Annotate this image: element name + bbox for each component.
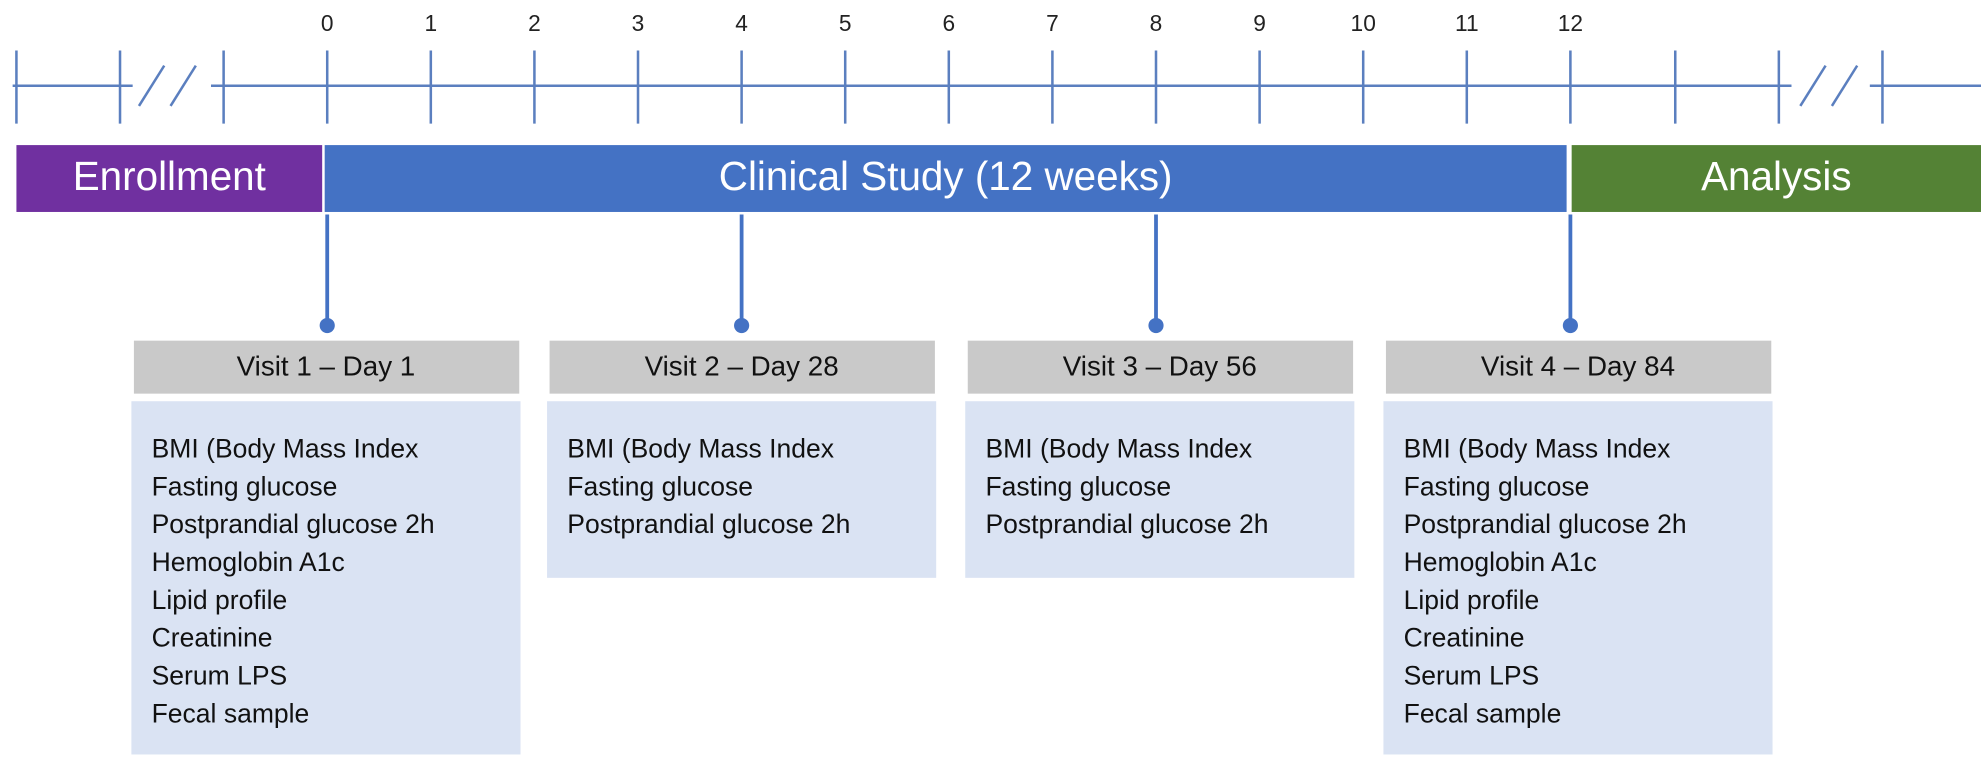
tick-label: 6: [942, 10, 955, 36]
visit-panel: [965, 401, 1355, 578]
visit-dot: [734, 317, 750, 334]
tick-label: 7: [1046, 10, 1059, 36]
visit-header: [133, 340, 520, 394]
visit-dot: [319, 317, 335, 334]
visit-item: Hemoglobin A1c: [152, 547, 345, 577]
visit-panel: [131, 401, 521, 755]
phase-bar: [324, 145, 1567, 212]
visit-item: Postprandial glucose 2h: [1404, 509, 1687, 539]
tick-label: 8: [1150, 10, 1163, 36]
visit-item: Lipid profile: [1404, 585, 1540, 615]
visit-title: Visit 1 – Day 1: [237, 351, 416, 382]
visit-item: Serum LPS: [152, 661, 288, 691]
visit-panel: [1383, 401, 1773, 755]
phase-bar: [1571, 145, 1981, 212]
visit-item: Lipid profile: [152, 585, 288, 615]
visit-item: Fecal sample: [152, 698, 310, 728]
tick-label: 9: [1253, 10, 1266, 36]
visit-item: Postprandial glucose 2h: [985, 509, 1268, 539]
visit-item: BMI (Body Mass Index: [1404, 433, 1671, 463]
visit-item: Fasting glucose: [1404, 471, 1590, 501]
phase-label: Analysis: [1701, 153, 1852, 199]
axis-break: [132, 64, 1870, 107]
visit-item: Creatinine: [152, 623, 273, 653]
break-gap: [1791, 69, 1870, 103]
visit-item: Fasting glucose: [985, 471, 1171, 501]
tick-label: 4: [735, 10, 748, 36]
visit-item: BMI (Body Mass Index: [567, 433, 834, 463]
visit-item: Postprandial glucose 2h: [152, 509, 435, 539]
tick-label: 5: [839, 10, 852, 36]
visit-dot: [1562, 317, 1578, 334]
visit-header: [967, 340, 1354, 394]
visit-item: Serum LPS: [1404, 661, 1540, 691]
visit-item: Fecal sample: [1404, 698, 1562, 728]
visit-item: Fasting glucose: [567, 471, 753, 501]
visit-title: Visit 2 – Day 28: [645, 351, 839, 382]
visit-panel: [547, 401, 937, 578]
tick-label: 11: [1455, 10, 1479, 36]
visit-item: Hemoglobin A1c: [1404, 547, 1597, 577]
visit-header: [549, 340, 935, 394]
tick-label: 3: [632, 10, 645, 36]
break-slash: [1799, 64, 1827, 107]
tick-label: 1: [424, 10, 437, 36]
break-slash: [169, 64, 197, 107]
visit-header: [1385, 340, 1772, 394]
phase-bar: [16, 145, 323, 212]
break-slash: [1830, 64, 1859, 107]
extra-ticks: [15, 50, 1884, 124]
visit-item: Creatinine: [1404, 623, 1525, 653]
tick-label: 12: [1558, 10, 1583, 36]
visit-item: Postprandial glucose 2h: [567, 509, 850, 539]
visit-title: Visit 4 – Day 84: [1481, 351, 1675, 382]
visit-dot: [1148, 317, 1164, 334]
tick-label: 0: [321, 10, 334, 36]
tick-label: 2: [528, 10, 541, 36]
tick-label: 10: [1351, 10, 1376, 36]
phase-label: Clinical Study (12 weeks): [719, 153, 1173, 199]
visit-item: Fasting glucose: [152, 471, 338, 501]
break-slash: [137, 64, 166, 107]
visit-item: BMI (Body Mass Index: [152, 433, 419, 463]
visit-item: BMI (Body Mass Index: [985, 433, 1252, 463]
visit-title: Visit 3 – Day 56: [1063, 351, 1257, 382]
phase-label: Enrollment: [73, 153, 266, 199]
